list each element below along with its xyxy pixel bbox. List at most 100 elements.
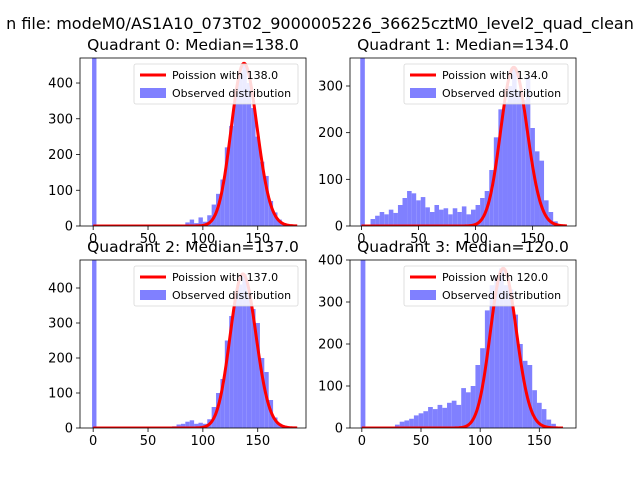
y-tick-label: 300 <box>318 296 343 311</box>
observed-bar <box>180 423 186 428</box>
legend: Poission with 134.0 Observed distribution <box>403 63 569 105</box>
observed-bar <box>409 418 414 428</box>
observed-bar <box>532 390 537 428</box>
y-tick-label: 200 <box>48 148 73 163</box>
observed-bar <box>198 422 203 428</box>
x-tick-label: 150 <box>527 434 552 449</box>
legend-box <box>403 63 569 105</box>
observed-bar <box>546 419 552 428</box>
legend-box <box>403 265 569 307</box>
observed-bar <box>521 100 526 226</box>
legend-box <box>133 63 299 105</box>
y-tick-label: 300 <box>318 80 343 95</box>
observed-bar <box>402 198 408 226</box>
observed-bar <box>513 314 519 428</box>
observed-bar <box>246 83 252 226</box>
observed-bar <box>233 295 238 428</box>
y-tick-label: 100 <box>318 380 343 395</box>
observed-bar-zero-bin <box>360 58 365 226</box>
observed-bar <box>551 423 556 428</box>
observed-bar <box>475 205 481 226</box>
y-tick-label: 300 <box>48 112 73 127</box>
observed-bar <box>420 197 426 226</box>
plot-area <box>360 58 568 226</box>
observed-bar <box>439 209 444 226</box>
legend-observed-label: Observed distribution <box>172 289 291 302</box>
observed-bar-zero-bin <box>92 58 97 226</box>
legend: Poission with 137.0 Observed distribution <box>133 265 299 307</box>
observed-bar <box>255 136 260 226</box>
observed-bar <box>264 175 269 226</box>
observed-bar <box>502 102 508 226</box>
observed-bar <box>273 212 278 226</box>
observed-bar <box>442 407 448 428</box>
observed-bar <box>397 205 403 226</box>
observed-bar-zero-bin <box>92 260 97 428</box>
observed-bar <box>503 285 509 428</box>
observed-bar <box>399 421 405 428</box>
x-tick-label: 0 <box>89 434 97 449</box>
legend: Poission with 120.0 Observed distribution <box>403 265 569 307</box>
y-tick-label: 0 <box>335 422 343 437</box>
y-tick-label: 0 <box>335 220 343 235</box>
x-tick-label: 50 <box>140 434 157 449</box>
legend-model-label: Poission with 120.0 <box>442 271 548 284</box>
observed-bar <box>413 415 419 428</box>
x-tick-label: 150 <box>520 232 545 247</box>
y-tick-label: 400 <box>48 77 73 92</box>
observed-bar <box>207 215 212 226</box>
y-tick-label: 0 <box>65 220 73 235</box>
observed-bar <box>189 219 195 226</box>
observed-bar <box>407 191 412 226</box>
observed-bar <box>470 209 476 226</box>
y-tick-label: 400 <box>48 282 73 297</box>
observed-bar <box>456 404 462 428</box>
observed-bar <box>259 161 265 226</box>
observed-bar <box>375 215 380 226</box>
legend-box <box>133 265 299 307</box>
legend-model-label: Poission with 137.0 <box>172 271 278 284</box>
axes-frame <box>79 57 307 227</box>
x-tick-label: 50 <box>410 232 427 247</box>
observed-bar <box>489 285 495 428</box>
x-tick-label: 100 <box>468 434 493 449</box>
observed-bar <box>220 179 225 226</box>
x-tick-label: 150 <box>245 232 270 247</box>
observed-bar <box>259 358 265 428</box>
observed-bar <box>246 291 252 428</box>
legend-observed-swatch <box>410 290 436 300</box>
subplot-title: Quadrant 2: Median=137.0 <box>87 238 299 256</box>
observed-bar <box>194 423 199 428</box>
observed-bar <box>498 109 503 226</box>
observed-bar <box>541 409 547 428</box>
subplot-title: Quadrant 0: Median=138.0 <box>87 36 299 54</box>
observed-bar <box>224 147 230 226</box>
observed-bar <box>448 214 453 226</box>
legend-observed-swatch <box>140 88 166 98</box>
y-tick-label: 400 <box>318 254 343 269</box>
quadrant-1-plot: 0 50 100 150 0 100 200 300 Quadrant 1: Median=13… <box>318 36 577 247</box>
legend-model-label: Poission with 138.0 <box>172 69 278 82</box>
observed-bar <box>452 208 458 226</box>
observed-bar <box>242 63 247 226</box>
observed-bar <box>423 411 429 428</box>
legend-observed-swatch <box>410 88 436 98</box>
x-tick-label: 100 <box>190 434 215 449</box>
x-tick-label: 150 <box>245 434 270 449</box>
observed-bar <box>465 392 471 428</box>
observed-bar <box>273 417 278 428</box>
quadrant-3-plot: 0 50 100 150 0 100 200 300 400 Quadrant 3: Median… <box>318 238 577 449</box>
observed-bar <box>379 212 385 226</box>
observed-bar <box>404 420 410 428</box>
legend: Poission with 138.0 Observed distribution <box>133 63 299 105</box>
observed-bar <box>220 379 225 428</box>
observed-bar <box>416 200 421 226</box>
observed-bar <box>251 309 256 428</box>
y-tick-label: 100 <box>318 173 343 188</box>
y-tick-label: 200 <box>318 126 343 141</box>
observed-bar <box>508 289 514 428</box>
observed-bar <box>384 214 389 226</box>
observed-bar <box>370 219 376 226</box>
observed-bar <box>494 276 500 428</box>
